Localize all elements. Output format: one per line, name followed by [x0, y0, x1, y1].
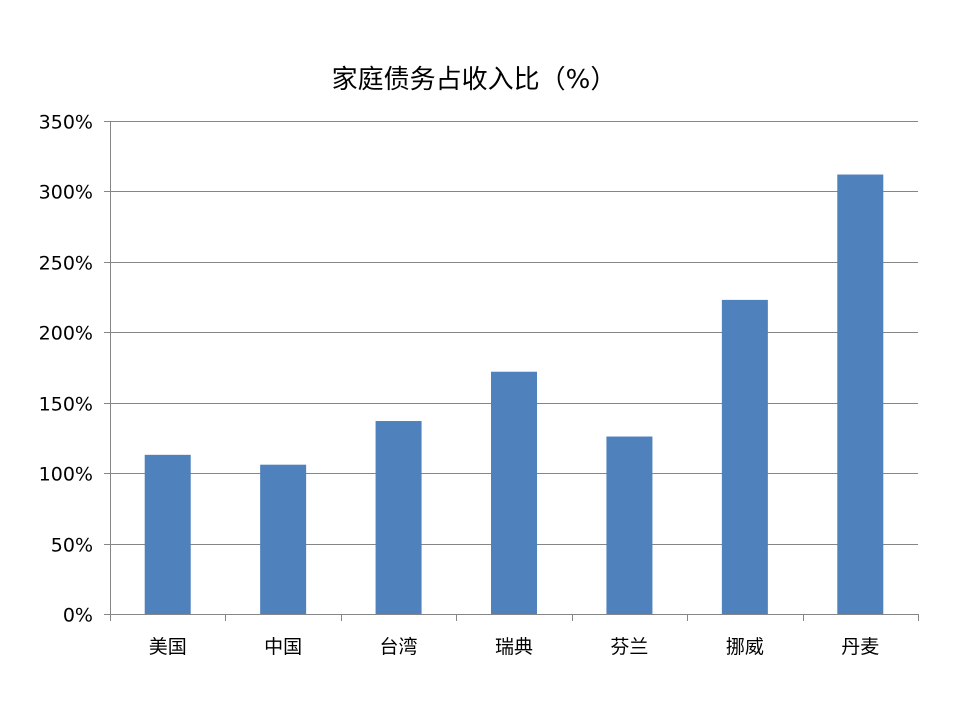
bar — [721, 299, 768, 614]
x-tick-label: 瑞典 — [495, 636, 533, 658]
x-tick-label: 芬兰 — [610, 636, 648, 658]
axes — [104, 121, 919, 621]
y-tick-label: 50% — [51, 535, 93, 557]
y-tick-label: 300% — [39, 182, 93, 204]
x-tick-label: 丹麦 — [841, 636, 879, 658]
bar — [837, 174, 884, 614]
bar — [260, 464, 307, 614]
y-tick-label: 350% — [39, 112, 93, 134]
x-tick-label: 台湾 — [380, 636, 418, 658]
x-tick-label: 挪威 — [726, 636, 764, 658]
x-tick-label: 美国 — [149, 636, 187, 658]
bar — [606, 436, 653, 614]
y-tick-label: 100% — [39, 464, 93, 486]
y-tick-label: 150% — [39, 394, 93, 416]
bars — [144, 174, 884, 614]
x-tick-label: 中国 — [264, 636, 302, 658]
y-tick-label: 250% — [39, 253, 93, 275]
bar — [375, 421, 422, 614]
y-tick-labels: 0% 50% 100% 150% 200% 250% 300% 350% — [39, 112, 93, 627]
y-tick-label: 0% — [63, 605, 93, 627]
bar — [144, 454, 191, 614]
y-tick-label: 200% — [39, 323, 93, 345]
bar — [491, 371, 537, 614]
x-tick-labels: 美国 中国 台湾 瑞典 芬兰 挪威 丹麦 — [149, 636, 880, 658]
chart-title: 家庭债务占收入比（%） — [332, 65, 617, 95]
